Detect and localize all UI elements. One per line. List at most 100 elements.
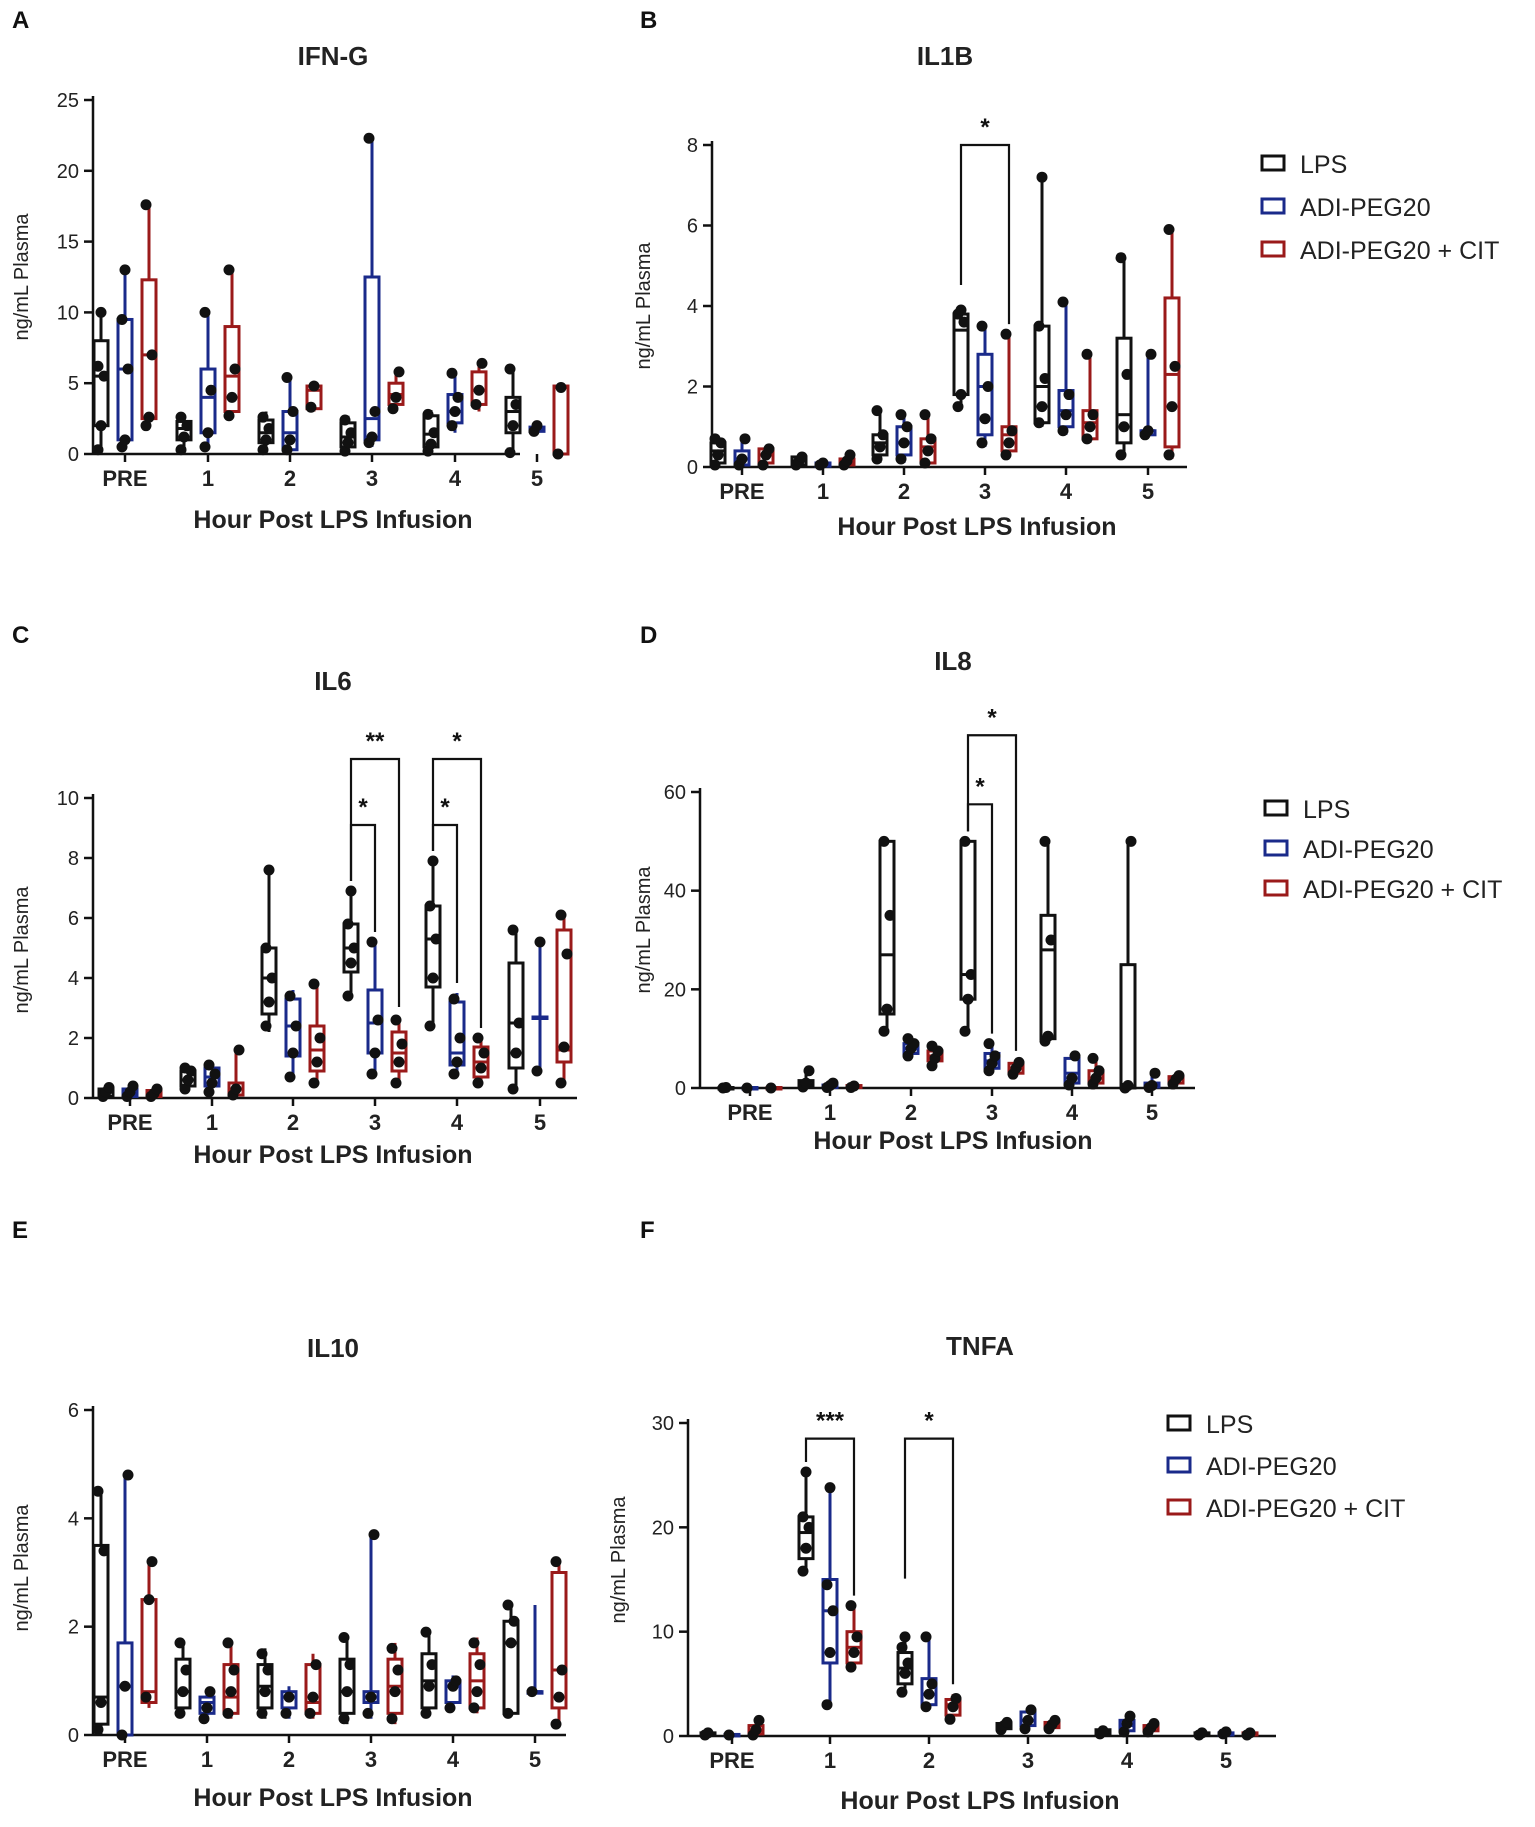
bracket-line — [349, 757, 401, 1007]
x-tick-label: 2 — [898, 479, 910, 504]
data-point — [1003, 437, 1015, 449]
data-point — [174, 1637, 186, 1649]
box-adi-peg20-cit-5 — [1163, 224, 1181, 461]
box-adi-peg20-cit-4 — [468, 1637, 486, 1714]
y-tick-label: 10 — [652, 1622, 674, 1644]
data-point — [844, 449, 856, 461]
data-point — [709, 459, 721, 471]
significance-label: *** — [816, 1408, 845, 1435]
data-point — [1166, 401, 1178, 413]
data-point — [180, 1664, 192, 1676]
data-point — [425, 438, 437, 450]
data-point — [390, 1077, 402, 1089]
box-adi-peg20-cit-4 — [1081, 348, 1099, 445]
box-lps-4 — [422, 408, 440, 457]
data-point — [817, 457, 829, 469]
data-point — [260, 434, 272, 446]
box-adi-peg20-1 — [821, 1482, 839, 1711]
x-tick-label: 3 — [986, 1100, 998, 1125]
y-tick-label: 4 — [68, 1508, 79, 1530]
data-point — [122, 363, 134, 375]
data-point — [256, 1707, 268, 1719]
data-point — [504, 447, 516, 459]
data-point — [471, 1686, 483, 1698]
data-point — [179, 1062, 191, 1074]
data-point — [310, 1659, 322, 1671]
x-tick-label: 4 — [447, 1747, 460, 1772]
legend-swatch — [1263, 879, 1289, 897]
box-adi-peg20-cit-3 — [1007, 1056, 1025, 1080]
box-adi-peg20-cit-2 — [305, 380, 323, 413]
data-point — [424, 900, 436, 912]
box-lps-pre — [97, 1082, 115, 1102]
data-point — [308, 380, 320, 392]
box-adi-peg20-cit-pre — [140, 1556, 158, 1708]
box-rect — [502, 1619, 520, 1715]
data-point — [1145, 348, 1157, 360]
box-lps-4 — [1039, 835, 1057, 1047]
y-tick-label: 0 — [687, 457, 698, 479]
data-point — [553, 1691, 565, 1703]
data-point — [476, 357, 488, 369]
data-point — [947, 1701, 959, 1713]
data-point — [98, 370, 110, 382]
data-point — [314, 1032, 326, 1044]
x-tick-label: 5 — [531, 466, 543, 491]
x-tick-label: PRE — [102, 1747, 147, 1772]
data-point — [146, 349, 158, 361]
data-point — [473, 384, 485, 396]
data-point — [526, 1686, 538, 1698]
data-point — [976, 320, 988, 332]
data-point — [803, 1065, 815, 1077]
x-tick-label: 2 — [283, 1747, 295, 1772]
box-adi-peg20-cit-1 — [222, 1637, 240, 1719]
data-point — [468, 1637, 480, 1649]
data-point — [468, 1702, 480, 1714]
data-point — [95, 306, 107, 318]
data-point — [257, 411, 269, 423]
panel-a: A IFN-G Hour Post LPS Infusion ng/mL Plasma… — [11, 7, 570, 534]
data-point — [898, 437, 910, 449]
data-point — [878, 835, 890, 847]
data-point — [1022, 1714, 1034, 1726]
data-point — [342, 990, 354, 1002]
box-adi-peg20-cit-2 — [308, 978, 326, 1089]
data-point — [1149, 1067, 1161, 1079]
data-point — [827, 1077, 839, 1089]
box-lps-4 — [424, 855, 442, 1032]
box-lps-1 — [175, 411, 193, 456]
box-adi-peg20-cit-4 — [1142, 1717, 1160, 1738]
legend-label: ADI-PEG20 + CIT — [1303, 876, 1502, 904]
y-tick-label: 0 — [68, 1725, 79, 1747]
box-lps-2 — [257, 411, 275, 456]
data-point — [209, 1068, 221, 1080]
data-point — [103, 1082, 115, 1093]
box-lps-2 — [896, 1631, 914, 1698]
data-point — [1019, 1723, 1031, 1735]
data-point — [475, 1062, 487, 1074]
data-point — [871, 405, 883, 417]
box-rect — [550, 1571, 568, 1710]
box-lps-1 — [790, 451, 808, 471]
box-lps-pre — [92, 306, 110, 456]
data-point — [345, 427, 357, 439]
data-point — [965, 969, 977, 981]
data-point — [920, 1701, 932, 1713]
y-tick-label: 4 — [687, 296, 698, 318]
x-tick-label: 4 — [1121, 1748, 1134, 1773]
significance-bracket: * — [903, 1408, 955, 1685]
data-point — [979, 413, 991, 425]
significance-bracket: ** — [349, 728, 401, 1007]
box-adi-peg20-cit-4 — [470, 357, 488, 412]
y-tick-label: 0 — [68, 1088, 79, 1110]
data-point — [878, 1025, 890, 1037]
legend-label: LPS — [1206, 1411, 1253, 1439]
data-point — [348, 942, 360, 954]
box-rect — [878, 839, 896, 1016]
data-point — [424, 1020, 436, 1032]
data-point — [871, 453, 883, 465]
x-tick-label: 3 — [365, 1747, 377, 1772]
data-point — [95, 1697, 107, 1708]
data-point — [342, 437, 354, 449]
y-axis-title: ng/mL Plasma — [11, 886, 33, 1014]
